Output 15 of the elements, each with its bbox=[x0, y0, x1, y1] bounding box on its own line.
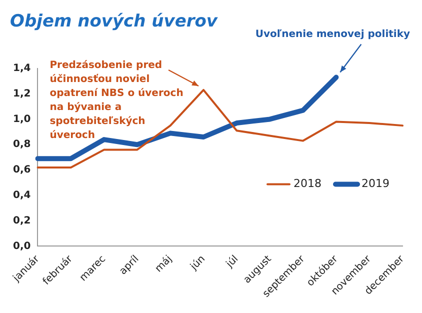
y-tick-label: 0,0 bbox=[12, 240, 31, 252]
y-tick-label: 0,8 bbox=[12, 139, 31, 150]
annotation: Predzásobenie pred účinnosťou noviel opatrení NBS o úveroch na bývanie a spotrebiteľských úveroch bbox=[50, 60, 184, 141]
y-tick-label: 0,2 bbox=[12, 215, 31, 226]
y-tick-label: 1,4 bbox=[12, 62, 31, 74]
legend-label: 2018 bbox=[294, 177, 322, 190]
x-tick-label: jún bbox=[188, 254, 208, 274]
y-tick-label: 0,6 bbox=[12, 164, 31, 176]
y-tick-label: 0,4 bbox=[12, 190, 31, 202]
legend-label: 2019 bbox=[362, 177, 390, 190]
y-tick-label: 1,0 bbox=[12, 114, 31, 125]
x-tick-label: júl bbox=[224, 254, 241, 271]
chart-title: Objem nových úverov bbox=[10, 12, 218, 32]
annotation: Uvoľnenie menovej politiky bbox=[255, 28, 410, 40]
y-tick-label: 1,2 bbox=[12, 88, 31, 100]
